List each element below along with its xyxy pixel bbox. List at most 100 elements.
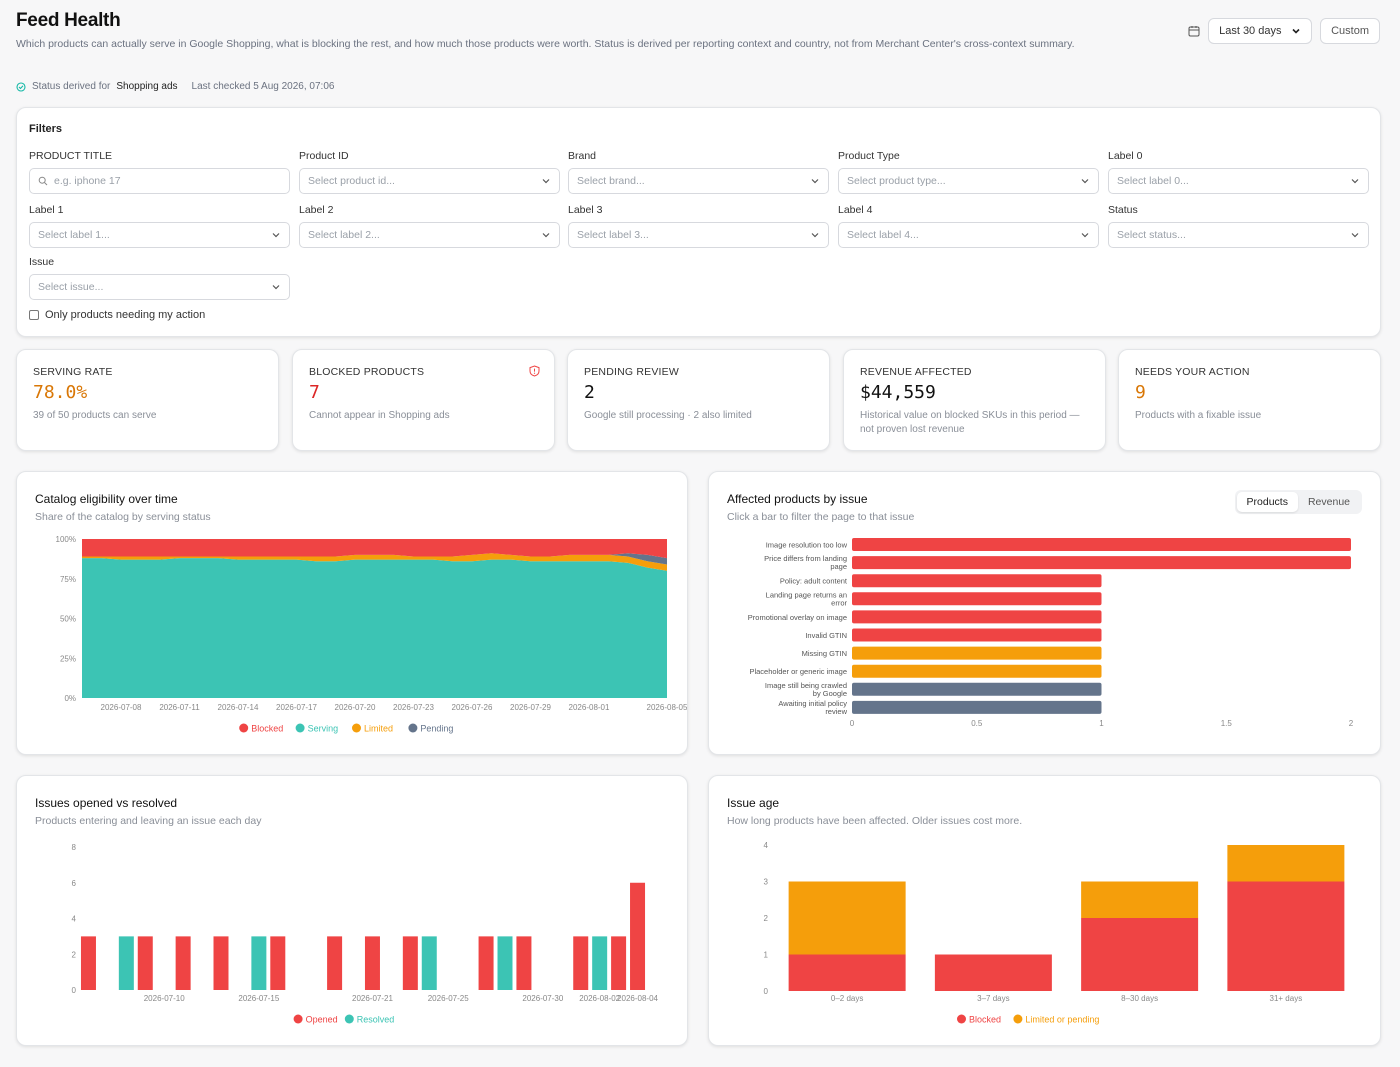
x-tick-label: 2026-07-15 xyxy=(238,994,279,1003)
label-2-select[interactable]: Select label 2... xyxy=(299,222,560,248)
age-bar-blocked xyxy=(1081,918,1199,991)
area-series-blocked xyxy=(82,539,667,559)
product-type-select[interactable]: Select product type... xyxy=(838,168,1099,194)
issue-select[interactable]: Select issue... xyxy=(29,274,290,300)
select-placeholder: Select label 1... xyxy=(38,229,110,241)
filter-label: PRODUCT TITLE xyxy=(29,150,113,162)
kpi-pending-review: PENDING REVIEW 2 Google still processing… xyxy=(567,349,830,451)
x-tick-label: 2026-07-26 xyxy=(452,703,493,712)
product-id-select[interactable]: Select product id... xyxy=(299,168,560,194)
filter-status: Status Select status... xyxy=(1108,204,1369,248)
chart-subtitle: How long products have been affected. Ol… xyxy=(727,815,1023,827)
chevron-down-icon xyxy=(272,285,280,290)
kpi-value: 2 xyxy=(584,382,595,403)
filter-label: Brand xyxy=(568,150,597,162)
kpi-label: PENDING REVIEW xyxy=(584,366,679,378)
filter-label-1: Label 1 Select label 1... xyxy=(29,204,290,248)
chevron-down-icon xyxy=(1292,28,1300,34)
chevron-down-icon xyxy=(1351,233,1359,238)
chart-subtitle: Products entering and leaving an issue e… xyxy=(35,815,262,827)
needs-action-checkbox-row[interactable]: Only products needing my action xyxy=(29,309,205,321)
chevron-down-icon xyxy=(272,233,280,238)
y-tick-label: 0% xyxy=(64,694,76,703)
filter-label: Status xyxy=(1108,204,1138,216)
label-1-select[interactable]: Select label 1... xyxy=(29,222,290,248)
status-select[interactable]: Select status... xyxy=(1108,222,1369,248)
issue-label: Image resolution too low xyxy=(766,541,848,550)
label-0-select[interactable]: Select label 0... xyxy=(1108,168,1369,194)
issue-label: Promotional overlay on image xyxy=(748,613,847,622)
resolved-bar xyxy=(592,936,608,990)
select-placeholder: Select status... xyxy=(1117,229,1186,241)
custom-range-button[interactable]: Custom xyxy=(1320,18,1380,44)
filters-panel: Filters PRODUCT TITLE e.g. iphone 17 Pro… xyxy=(16,107,1381,337)
area-series-serving xyxy=(82,558,667,698)
legend-swatch xyxy=(352,723,361,733)
age-bar-blocked xyxy=(934,954,1052,991)
issues-chart-card: Affected products by issue Click a bar t… xyxy=(708,471,1381,755)
legend-swatch xyxy=(344,1014,354,1024)
age-bar-limited xyxy=(1081,881,1199,918)
y-tick-label: 3 xyxy=(764,878,769,887)
legend-swatch xyxy=(293,1014,303,1024)
kpi-value: 9 xyxy=(1135,382,1146,403)
legend-label: Opened xyxy=(306,1015,338,1025)
chart-title: Affected products by issue xyxy=(727,492,868,506)
date-range-select[interactable]: Last 30 days xyxy=(1208,18,1313,44)
date-range-value: Last 30 days xyxy=(1219,25,1282,37)
select-placeholder: Select label 3... xyxy=(577,229,649,241)
y-tick-label: 8 xyxy=(72,843,77,852)
resolved-bar xyxy=(421,936,437,990)
status-line: Status derived for Shopping ads Last che… xyxy=(16,81,334,92)
opened-bar xyxy=(80,936,96,990)
y-tick-label: 50% xyxy=(60,615,76,624)
opened-bar xyxy=(402,936,418,990)
y-tick-label: 100% xyxy=(56,535,76,544)
issue-label-continued: review xyxy=(825,707,847,716)
needs-action-checkbox[interactable] xyxy=(29,310,39,320)
x-tick-label: 2026-08-05 xyxy=(647,703,687,712)
brand-select[interactable]: Select brand... xyxy=(568,168,829,194)
filter-label: Label 3 xyxy=(568,204,603,216)
filter-label: Product Type xyxy=(838,150,900,162)
issue-bar xyxy=(852,538,1351,551)
chevron-down-icon xyxy=(542,233,550,238)
product-title-input[interactable]: e.g. iphone 17 xyxy=(29,168,290,194)
issue-label: Policy: adult content xyxy=(780,577,848,586)
opened-bar xyxy=(630,882,646,990)
x-tick-label: 2026-08-01 xyxy=(569,703,610,712)
kpi-value: $44,559 xyxy=(860,382,936,403)
legend-label: Blocked xyxy=(251,724,283,734)
toggle-revenue[interactable]: Revenue xyxy=(1307,496,1350,508)
chevron-down-icon xyxy=(1081,179,1089,184)
age-bar-limited xyxy=(1227,845,1345,882)
resolved-bar xyxy=(497,936,513,990)
label-4-select[interactable]: Select label 4... xyxy=(838,222,1099,248)
opened-bar xyxy=(213,936,229,990)
y-tick-label: 4 xyxy=(764,841,769,850)
filter-label: Issue xyxy=(29,256,55,268)
x-tick-label: 2 xyxy=(1349,719,1354,728)
filter-label-4: Label 4 Select label 4... xyxy=(838,204,1099,248)
filter-issue: Issue Select issue... xyxy=(29,256,290,300)
legend-swatch xyxy=(239,723,249,733)
filter-product-title: PRODUCT TITLE e.g. iphone 17 xyxy=(29,150,290,194)
toggle-products[interactable]: Products xyxy=(1236,492,1298,512)
eligibility-area-chart: 0% 25% 50% 75% 100% 2026-07-08 2026-07-11 2026-… xyxy=(56,535,687,734)
label-3-select[interactable]: Select label 3... xyxy=(568,222,829,248)
filter-product-id: Product ID Select product id... xyxy=(299,150,560,194)
issue-bar xyxy=(852,610,1102,624)
y-tick-label: 2 xyxy=(764,914,769,923)
chart-subtitle: Share of the catalog by serving status xyxy=(35,511,211,523)
page-header: Feed Health Which products can actually … xyxy=(16,10,1196,50)
filter-brand: Brand Select brand... xyxy=(568,150,829,194)
issue-label: Missing GTIN xyxy=(802,649,847,658)
chevron-down-icon xyxy=(1081,233,1089,238)
select-placeholder: Select brand... xyxy=(577,175,645,187)
x-tick-label: 0.5 xyxy=(971,719,983,728)
filter-label: Label 1 xyxy=(29,204,64,216)
legend-label: Pending xyxy=(420,724,453,734)
chevron-down-icon xyxy=(811,179,819,184)
chevron-down-icon xyxy=(1351,179,1359,184)
issue-bar xyxy=(852,646,1102,660)
